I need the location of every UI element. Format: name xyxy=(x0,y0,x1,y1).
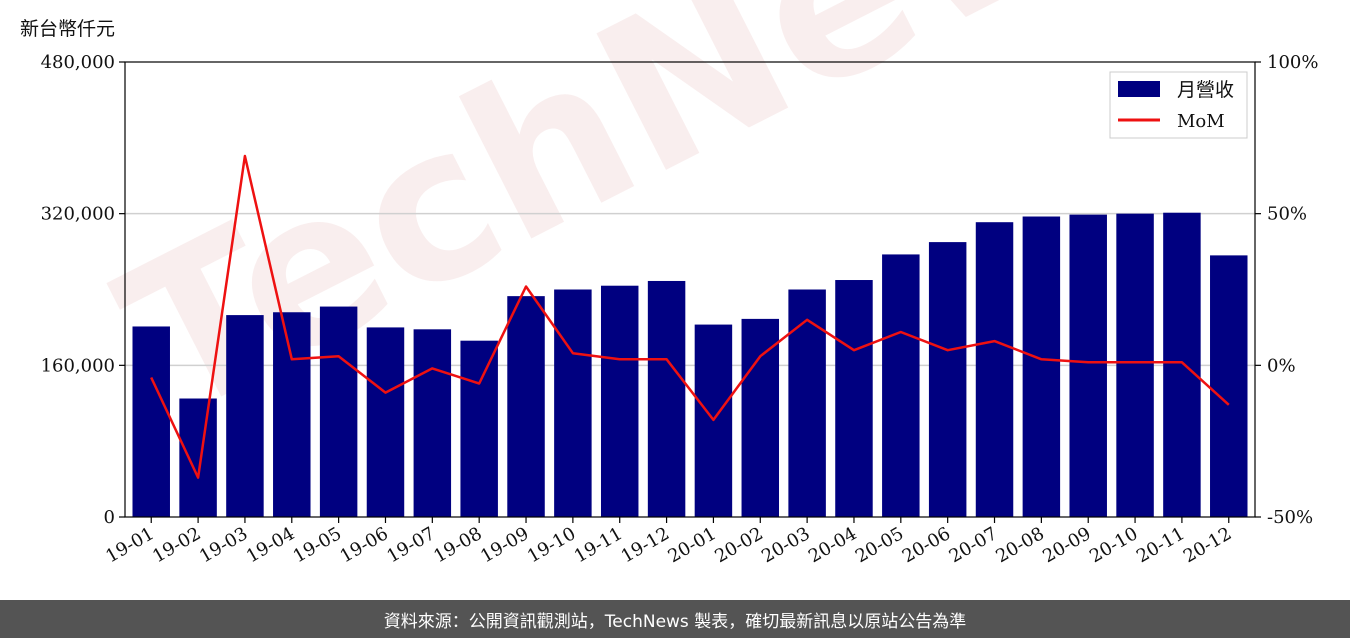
x-tick-label: 20-03 xyxy=(758,523,813,567)
y-left-tick-label: 0 xyxy=(104,507,115,528)
bar xyxy=(1116,213,1154,517)
x-tick-label: 19-08 xyxy=(430,523,485,567)
bar xyxy=(226,315,264,517)
bar xyxy=(835,280,873,517)
bar xyxy=(507,296,545,517)
bar xyxy=(928,242,967,517)
x-tick-label: 20-08 xyxy=(992,523,1047,567)
x-tick-label: 19-07 xyxy=(383,523,438,567)
bar xyxy=(788,289,826,517)
x-tick-label: 19-01 xyxy=(102,523,157,567)
bar xyxy=(1163,212,1201,517)
x-tick-label: 20-09 xyxy=(1039,523,1094,567)
bar xyxy=(554,289,592,517)
x-tick-label: 19-03 xyxy=(196,523,251,567)
bar xyxy=(460,340,498,517)
y-left-tick-label: 480,000 xyxy=(41,52,115,73)
bar xyxy=(1069,214,1107,518)
bar xyxy=(132,326,170,517)
x-tick-label: 20-04 xyxy=(805,523,860,567)
x-tick-label: 20-11 xyxy=(1133,523,1188,567)
bar xyxy=(179,398,217,517)
x-tick-label: 20-12 xyxy=(1180,523,1235,567)
bar xyxy=(1210,255,1248,517)
legend-bar-label: 月營收 xyxy=(1177,79,1234,101)
chart-legend: 月營收 MoM xyxy=(1109,71,1248,139)
y-right-tick-label: 0% xyxy=(1267,355,1296,376)
source-footer: 資料來源：公開資訊觀測站，TechNews 製表，確切最新訊息以原站公告為準 xyxy=(0,600,1350,638)
x-tick-label: 20-05 xyxy=(852,523,907,567)
bar xyxy=(975,222,1014,517)
bar xyxy=(741,318,780,517)
x-tick-label: 19-11 xyxy=(571,523,626,567)
bar xyxy=(273,312,311,517)
x-tick-label: 19-12 xyxy=(618,523,673,567)
y-right-tick-label: -50% xyxy=(1267,507,1313,528)
mom-line xyxy=(150,154,1230,479)
x-tick-label: 20-06 xyxy=(899,523,954,567)
bar xyxy=(647,280,686,517)
x-tick-label: 19-09 xyxy=(477,523,532,567)
x-tick-label: 20-07 xyxy=(946,523,1001,567)
bar xyxy=(413,329,452,517)
x-tick-label: 19-10 xyxy=(524,523,579,567)
x-tick-label: 20-02 xyxy=(711,523,766,567)
unit-label: 新台幣仟元 xyxy=(20,18,115,40)
legend-bar-swatch xyxy=(1118,81,1160,97)
bar xyxy=(882,254,920,518)
legend-line-label: MoM xyxy=(1177,111,1225,132)
x-tick-label: 19-02 xyxy=(149,523,204,567)
revenue-chart: TechNews 新台幣仟元 0160,000320,000480,000-50… xyxy=(20,0,1318,567)
bar xyxy=(366,327,405,517)
y-right-tick-label: 50% xyxy=(1267,204,1307,225)
bar xyxy=(600,285,639,517)
bar xyxy=(1022,216,1061,517)
y-left-tick-label: 320,000 xyxy=(41,204,115,225)
x-tick-label: 19-04 xyxy=(243,523,298,567)
x-tick-label: 20-01 xyxy=(664,523,719,567)
bar xyxy=(319,306,358,517)
y-right-tick-label: 100% xyxy=(1267,52,1318,73)
x-tick-label: 19-06 xyxy=(337,523,392,567)
plot-frame xyxy=(124,61,1256,518)
y-left-tick-label: 160,000 xyxy=(41,355,115,376)
x-tick-label: 20-10 xyxy=(1086,523,1141,567)
x-tick-label: 19-05 xyxy=(290,523,345,567)
